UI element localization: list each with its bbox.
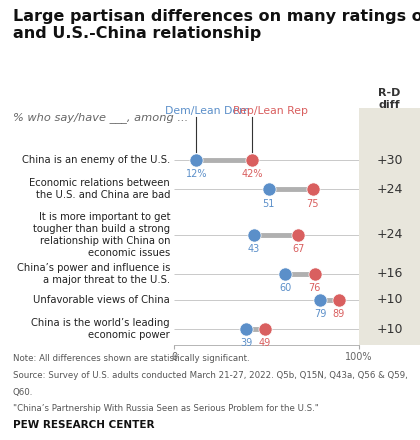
Point xyxy=(265,186,272,193)
Text: R-D
diff: R-D diff xyxy=(378,88,401,110)
Text: Rep/Lean Rep: Rep/Lean Rep xyxy=(233,106,308,116)
Text: Note: All differences shown are statistically significant.: Note: All differences shown are statisti… xyxy=(13,354,249,363)
Text: +10: +10 xyxy=(376,293,403,306)
Text: Dem/Lean Dem: Dem/Lean Dem xyxy=(165,106,250,116)
Text: PEW RESEARCH CENTER: PEW RESEARCH CENTER xyxy=(13,420,154,430)
Text: +24: +24 xyxy=(376,183,403,196)
Point xyxy=(262,326,268,333)
Text: 89: 89 xyxy=(333,309,345,319)
Point xyxy=(250,231,257,238)
Point xyxy=(282,271,289,278)
Text: +10: +10 xyxy=(376,323,403,336)
Text: 51: 51 xyxy=(262,198,275,209)
Text: 67: 67 xyxy=(292,244,304,254)
Text: 43: 43 xyxy=(248,244,260,254)
Text: China’s power and influence is
a major threat to the U.S.: China’s power and influence is a major t… xyxy=(17,263,170,285)
Text: Q60.: Q60. xyxy=(13,388,33,396)
Text: +24: +24 xyxy=(376,228,403,242)
Point xyxy=(243,326,250,333)
Text: Large partisan differences on many ratings of China
and U.S.-China relationship: Large partisan differences on many ratin… xyxy=(13,9,420,40)
Text: Economic relations between
the U.S. and China are bad: Economic relations between the U.S. and … xyxy=(29,179,170,201)
Text: 49: 49 xyxy=(259,338,271,348)
Point xyxy=(336,297,342,304)
Text: 12%: 12% xyxy=(186,169,207,179)
Point xyxy=(310,186,316,193)
Text: 75: 75 xyxy=(307,198,319,209)
Text: 76: 76 xyxy=(309,283,321,293)
Text: 39: 39 xyxy=(240,338,252,348)
Point xyxy=(295,231,302,238)
Text: +30: +30 xyxy=(376,154,403,167)
Text: Unfavorable views of China: Unfavorable views of China xyxy=(33,295,170,305)
Point xyxy=(317,297,324,304)
Text: Source: Survey of U.S. adults conducted March 21-27, 2022. Q5b, Q15N, Q43a, Q56 : Source: Survey of U.S. adults conducted … xyxy=(13,371,407,380)
Point xyxy=(193,157,200,164)
Text: 60: 60 xyxy=(279,283,291,293)
Text: China is the world’s leading
economic power: China is the world’s leading economic po… xyxy=(32,318,170,340)
Text: "China’s Partnership With Russia Seen as Serious Problem for the U.S.": "China’s Partnership With Russia Seen as… xyxy=(13,404,318,413)
Text: 42%: 42% xyxy=(241,169,262,179)
Text: It is more important to get
tougher than build a strong
relationship with China : It is more important to get tougher than… xyxy=(33,212,170,258)
Text: 79: 79 xyxy=(314,309,326,319)
Text: % who say/have ___, among ...: % who say/have ___, among ... xyxy=(13,112,188,123)
Text: +16: +16 xyxy=(376,268,403,280)
Point xyxy=(311,271,318,278)
Point xyxy=(249,157,255,164)
Text: China is an enemy of the U.S.: China is an enemy of the U.S. xyxy=(22,155,170,165)
